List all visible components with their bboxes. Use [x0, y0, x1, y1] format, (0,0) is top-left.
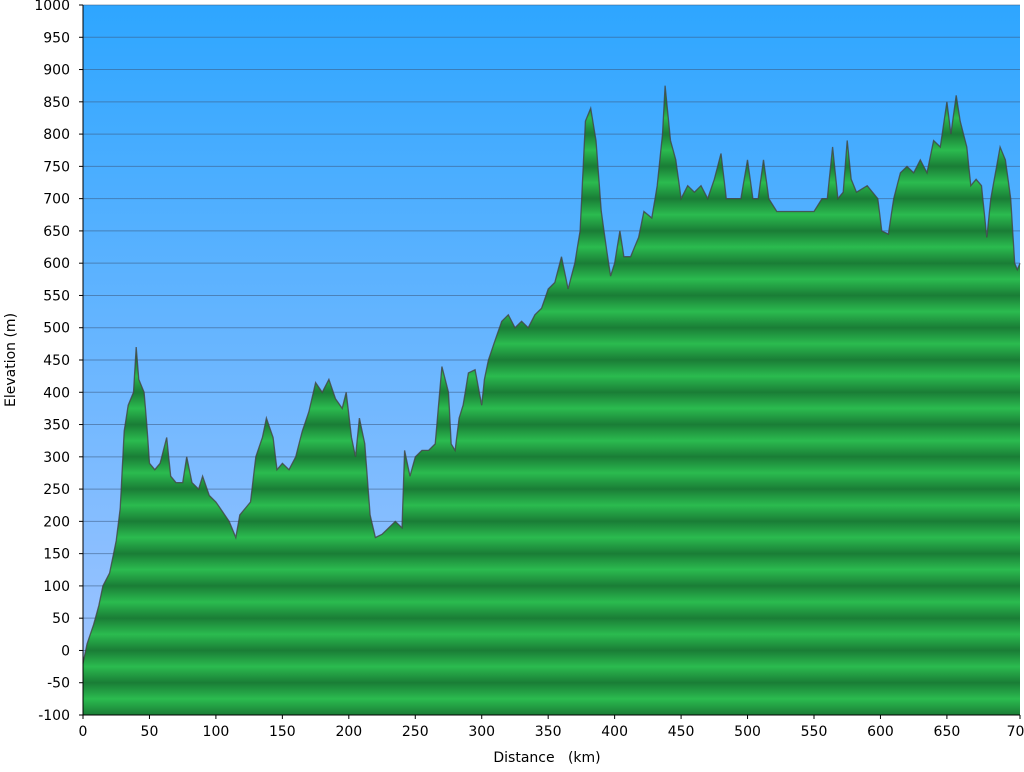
- x-tick-label: 200: [335, 724, 362, 740]
- x-tick-label: 500: [734, 724, 761, 740]
- x-tick-label: 350: [535, 724, 562, 740]
- y-tick-label: 400: [43, 385, 70, 401]
- y-tick-label: 900: [43, 63, 70, 79]
- y-tick-label: 950: [43, 30, 70, 46]
- y-tick-label: -100: [38, 708, 70, 724]
- x-tick-label: 250: [402, 724, 429, 740]
- y-tick-label: 750: [43, 159, 70, 175]
- y-tick-label: 500: [43, 321, 70, 337]
- y-tick-label: 200: [43, 514, 70, 530]
- y-tick-label: 650: [43, 224, 70, 240]
- x-tick-label: 150: [269, 724, 296, 740]
- y-tick-label: 350: [43, 418, 70, 434]
- y-tick-label: 850: [43, 95, 70, 111]
- y-tick-label: 450: [43, 353, 70, 369]
- y-tick-label: -50: [47, 676, 70, 692]
- area-outline: [82, 85, 1021, 664]
- x-tick-label: 300: [468, 724, 495, 740]
- y-tick-label: 0: [61, 643, 70, 659]
- x-tick-label: 650: [934, 724, 961, 740]
- area-fill: [83, 85, 1020, 715]
- y-tick-label: 800: [43, 127, 70, 143]
- x-tick-label: 600: [867, 724, 894, 740]
- y-tick-label: 700: [43, 192, 70, 208]
- x-tick-label: 100: [203, 724, 230, 740]
- x-axis-label: Distance (km): [493, 750, 600, 766]
- y-axis-label: Elevation (m): [3, 313, 19, 407]
- y-tick-label: 250: [43, 482, 70, 498]
- y-tick-label: 600: [43, 256, 70, 272]
- y-tick-label: 300: [43, 450, 70, 466]
- y-tick-label: 550: [43, 288, 70, 304]
- y-tick-label: 1000: [34, 0, 70, 14]
- x-tick-label: 705: [1007, 724, 1024, 740]
- x-tick-label: 0: [79, 724, 88, 740]
- x-tick-label: 50: [141, 724, 159, 740]
- y-tick-label: 50: [52, 611, 70, 627]
- x-tick-label: 550: [801, 724, 828, 740]
- y-tick-label: 150: [43, 547, 70, 563]
- y-tick-label: 100: [43, 579, 70, 595]
- x-tick-label: 400: [601, 724, 628, 740]
- x-tick-label: 450: [668, 724, 695, 740]
